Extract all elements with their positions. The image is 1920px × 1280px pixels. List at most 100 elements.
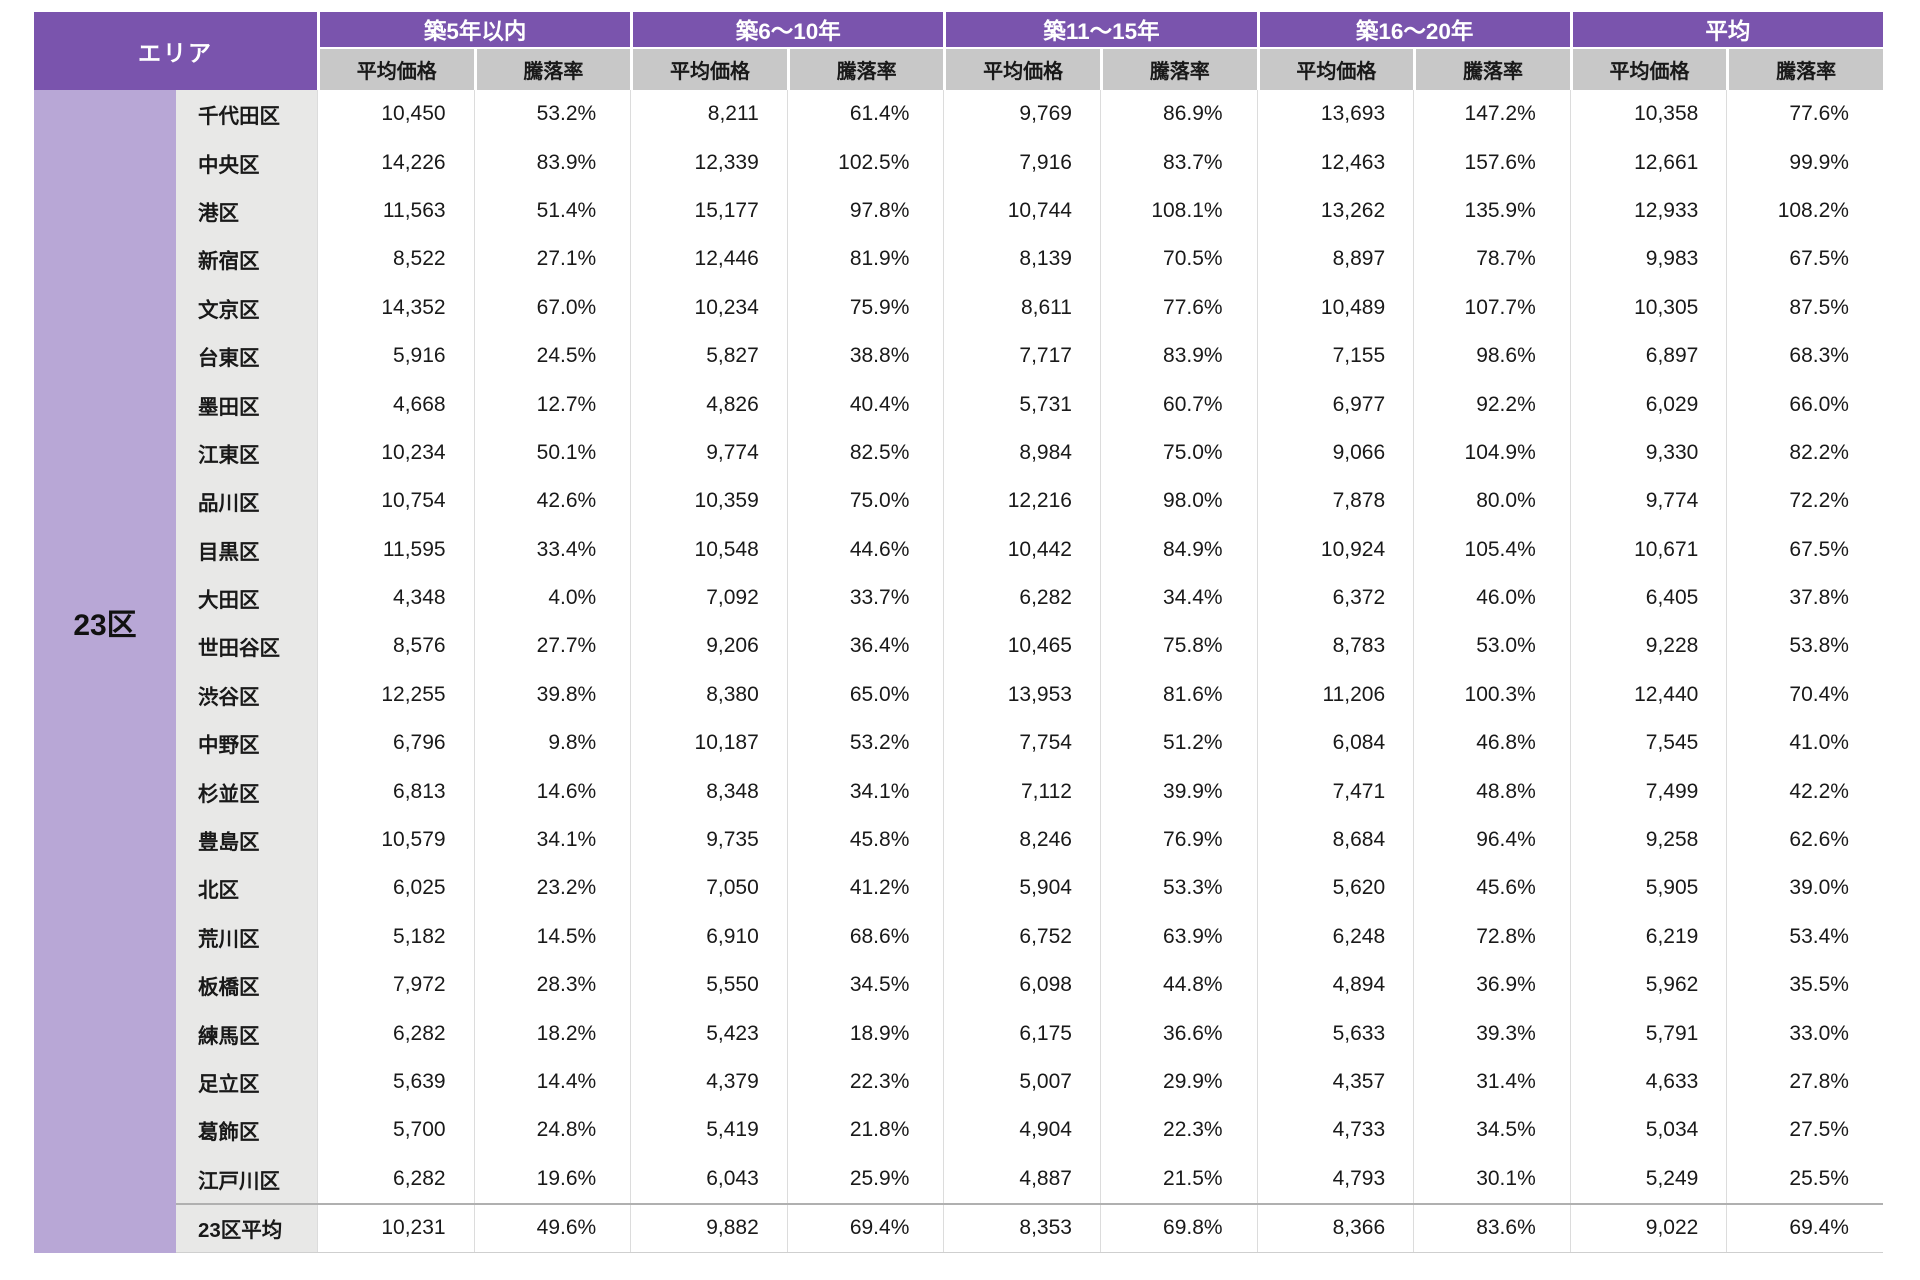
group-header-average: 平均 [1569, 12, 1883, 47]
price-cell: 9,330 [1569, 428, 1727, 478]
price-cell: 10,231 [317, 1204, 474, 1252]
price-cell: 9,769 [943, 90, 1100, 139]
rate-cell: 83.6% [1413, 1204, 1570, 1252]
price-cell: 10,671 [1569, 525, 1727, 574]
rate-cell: 96.4% [1413, 815, 1570, 865]
price-cell: 6,282 [317, 1009, 474, 1058]
price-cell: 8,246 [943, 815, 1100, 865]
rate-cell: 83.7% [1099, 138, 1257, 187]
price-cell: 5,904 [943, 864, 1100, 913]
rate-cell: 70.4% [1726, 670, 1883, 720]
rate-cell: 33.7% [786, 573, 944, 623]
rate-cell: 77.6% [1099, 283, 1257, 332]
price-cell: 4,733 [1256, 1106, 1414, 1155]
rate-cell: 51.2% [1099, 719, 1257, 768]
rate-cell: 42.6% [473, 477, 631, 526]
rate-cell: 72.8% [1413, 912, 1570, 962]
price-cell: 6,282 [943, 573, 1100, 623]
price-cell: 5,249 [1569, 1154, 1727, 1203]
subheader-change-rate: 騰落率 [1726, 49, 1883, 90]
price-cell: 10,359 [630, 477, 787, 526]
rate-cell: 28.3% [473, 961, 631, 1010]
rate-cell: 97.8% [786, 186, 944, 236]
rate-cell: 68.6% [786, 912, 944, 962]
group-header-built-16-20y: 築16〜20年 [1256, 12, 1570, 47]
rate-cell: 84.9% [1099, 525, 1257, 574]
table-row: 北区 6,025 23.2% 7,050 41.2% 5,904 53.3% 5,620 45.… [176, 864, 1883, 913]
price-cell: 5,905 [1569, 864, 1727, 913]
price-cell: 6,029 [1569, 380, 1727, 429]
rate-cell: 40.4% [786, 380, 944, 429]
price-cell: 6,084 [1256, 719, 1414, 768]
price-cell: 9,022 [1569, 1204, 1727, 1252]
ward-name-cell: 中野区 [176, 719, 317, 768]
price-cell: 10,579 [317, 815, 474, 865]
group-header-built-11-15y: 築11〜15年 [943, 12, 1257, 47]
table-row: 文京区 14,352 67.0% 10,234 75.9% 8,611 77.6% 10,48… [176, 283, 1883, 332]
price-cell: 4,633 [1569, 1057, 1727, 1107]
rate-cell: 50.1% [473, 428, 631, 478]
price-cell: 4,357 [1256, 1057, 1414, 1107]
rate-cell: 67.0% [473, 283, 631, 332]
price-cell: 10,744 [943, 186, 1100, 236]
rate-cell: 69.8% [1099, 1204, 1257, 1252]
rate-cell: 49.6% [473, 1204, 631, 1252]
rate-cell: 19.6% [473, 1154, 631, 1203]
price-cell: 10,450 [317, 90, 474, 139]
ward-name-cell: 足立区 [176, 1057, 317, 1107]
subheader-change-rate: 騰落率 [1413, 49, 1570, 90]
rate-cell: 21.8% [786, 1106, 944, 1155]
table-row: 江戸川区 6,282 19.6% 6,043 25.9% 4,887 21.5% 4,793 3… [176, 1154, 1883, 1203]
rate-cell: 147.2% [1413, 90, 1570, 139]
price-cell: 4,379 [630, 1057, 787, 1107]
rate-cell: 14.4% [473, 1057, 631, 1107]
rate-cell: 33.0% [1726, 1009, 1883, 1058]
subheader-change-rate: 騰落率 [1099, 49, 1257, 90]
subheader-change-rate: 騰落率 [473, 49, 631, 90]
price-cell: 7,092 [630, 573, 787, 623]
average-row-label: 23区平均 [176, 1204, 317, 1252]
rate-cell: 53.8% [1726, 622, 1883, 671]
price-cell: 5,639 [317, 1057, 474, 1107]
table-row: 品川区 10,754 42.6% 10,359 75.0% 12,216 98.0% 7,87… [176, 477, 1883, 526]
rate-cell: 27.7% [473, 622, 631, 671]
rate-cell: 41.2% [786, 864, 944, 913]
price-cell: 14,352 [317, 283, 474, 332]
price-cell: 7,155 [1256, 331, 1414, 381]
price-cell: 6,025 [317, 864, 474, 913]
price-cell: 10,305 [1569, 283, 1727, 332]
rate-cell: 53.2% [786, 719, 944, 768]
rate-cell: 61.4% [786, 90, 944, 139]
ward-name-cell: 墨田区 [176, 380, 317, 429]
table-row: 千代田区 10,450 53.2% 8,211 61.4% 9,769 86.9% 13,69… [176, 90, 1883, 139]
rate-cell: 42.2% [1726, 767, 1883, 816]
rate-cell: 62.6% [1726, 815, 1883, 865]
price-cell: 5,791 [1569, 1009, 1727, 1058]
rate-cell: 98.6% [1413, 331, 1570, 381]
rate-cell: 14.5% [473, 912, 631, 962]
area-group-cell: 23区 [34, 90, 176, 1253]
rate-cell: 75.8% [1099, 622, 1257, 671]
area-header-cell: エリア [34, 12, 317, 90]
table-row: 足立区 5,639 14.4% 4,379 22.3% 5,007 29.9% 4,357 31… [176, 1057, 1883, 1107]
price-cell: 10,924 [1256, 525, 1414, 574]
ward-name-cell: 品川区 [176, 477, 317, 526]
rate-cell: 53.0% [1413, 622, 1570, 671]
rate-cell: 37.8% [1726, 573, 1883, 623]
table-row: 江東区 10,234 50.1% 9,774 82.5% 8,984 75.0% 9,066 1… [176, 428, 1883, 478]
rate-cell: 60.7% [1099, 380, 1257, 429]
price-cell: 5,916 [317, 331, 474, 381]
price-table: エリア 築5年以内 築6〜10年 築11〜15年 築16〜20年 平均 平均価格… [34, 12, 1883, 1253]
rate-cell: 31.4% [1413, 1057, 1570, 1107]
rate-cell: 102.5% [786, 138, 944, 187]
table-row: 杉並区 6,813 14.6% 8,348 34.1% 7,112 39.9% 7,471 48… [176, 767, 1883, 816]
rate-cell: 72.2% [1726, 477, 1883, 526]
price-cell: 8,353 [943, 1204, 1100, 1252]
rate-cell: 39.3% [1413, 1009, 1570, 1058]
ward-name-cell: 新宿区 [176, 235, 317, 284]
price-cell: 9,228 [1569, 622, 1727, 671]
subheader-avg-price: 平均価格 [317, 49, 474, 90]
price-cell: 5,550 [630, 961, 787, 1010]
price-cell: 15,177 [630, 186, 787, 236]
rate-cell: 29.9% [1099, 1057, 1257, 1107]
